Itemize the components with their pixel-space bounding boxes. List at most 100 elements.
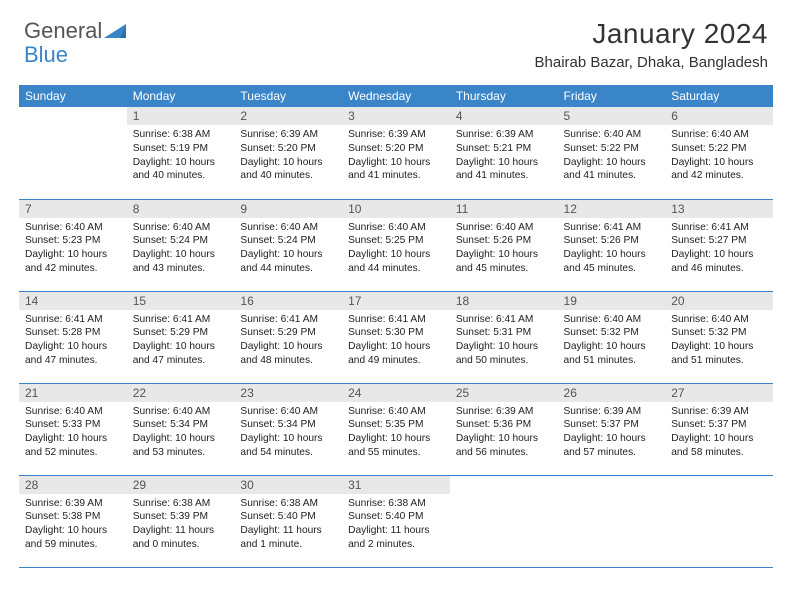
sunset-line: Sunset: 5:20 PM xyxy=(348,142,444,156)
daylight-line: Daylight: 10 hours and 50 minutes. xyxy=(456,340,552,368)
calendar-cell: 23Sunrise: 6:40 AMSunset: 5:34 PMDayligh… xyxy=(234,383,342,475)
daylight-line: Daylight: 10 hours and 59 minutes. xyxy=(25,524,121,552)
day-number: 27 xyxy=(665,384,773,402)
sunrise-line: Sunrise: 6:41 AM xyxy=(671,221,767,235)
day-number: 15 xyxy=(127,292,235,310)
daylight-line: Daylight: 10 hours and 44 minutes. xyxy=(348,248,444,276)
sunset-line: Sunset: 5:36 PM xyxy=(456,418,552,432)
calendar-cell: 21Sunrise: 6:40 AMSunset: 5:33 PMDayligh… xyxy=(19,383,127,475)
weekday-header: Monday xyxy=(127,85,235,107)
sunset-line: Sunset: 5:25 PM xyxy=(348,234,444,248)
sunrise-line: Sunrise: 6:41 AM xyxy=(240,313,336,327)
sunset-line: Sunset: 5:24 PM xyxy=(133,234,229,248)
sunset-line: Sunset: 5:40 PM xyxy=(348,510,444,524)
sunset-line: Sunset: 5:33 PM xyxy=(25,418,121,432)
sunrise-line: Sunrise: 6:41 AM xyxy=(25,313,121,327)
sunset-line: Sunset: 5:29 PM xyxy=(240,326,336,340)
daylight-line: Daylight: 10 hours and 45 minutes. xyxy=(564,248,660,276)
daylight-line: Daylight: 10 hours and 53 minutes. xyxy=(133,432,229,460)
table-row: 14Sunrise: 6:41 AMSunset: 5:28 PMDayligh… xyxy=(19,291,773,383)
sunset-line: Sunset: 5:34 PM xyxy=(133,418,229,432)
weekday-header: Sunday xyxy=(19,85,127,107)
table-row: 1Sunrise: 6:38 AMSunset: 5:19 PMDaylight… xyxy=(19,107,773,199)
daylight-line: Daylight: 10 hours and 42 minutes. xyxy=(25,248,121,276)
daylight-line: Daylight: 10 hours and 51 minutes. xyxy=(564,340,660,368)
calendar-cell: 14Sunrise: 6:41 AMSunset: 5:28 PMDayligh… xyxy=(19,291,127,383)
day-number: 11 xyxy=(450,200,558,218)
day-data: Sunrise: 6:40 AMSunset: 5:32 PMDaylight:… xyxy=(558,310,666,372)
sunrise-line: Sunrise: 6:39 AM xyxy=(240,128,336,142)
day-data: Sunrise: 6:39 AMSunset: 5:37 PMDaylight:… xyxy=(665,402,773,464)
day-data: Sunrise: 6:39 AMSunset: 5:37 PMDaylight:… xyxy=(558,402,666,464)
sunrise-line: Sunrise: 6:40 AM xyxy=(564,313,660,327)
sunrise-line: Sunrise: 6:40 AM xyxy=(133,405,229,419)
day-data: Sunrise: 6:40 AMSunset: 5:26 PMDaylight:… xyxy=(450,218,558,280)
daylight-line: Daylight: 11 hours and 2 minutes. xyxy=(348,524,444,552)
day-number: 29 xyxy=(127,476,235,494)
day-data: Sunrise: 6:40 AMSunset: 5:33 PMDaylight:… xyxy=(19,402,127,464)
daylight-line: Daylight: 10 hours and 46 minutes. xyxy=(671,248,767,276)
daylight-line: Daylight: 10 hours and 41 minutes. xyxy=(456,156,552,184)
day-number: 8 xyxy=(127,200,235,218)
sunset-line: Sunset: 5:30 PM xyxy=(348,326,444,340)
day-data: Sunrise: 6:41 AMSunset: 5:27 PMDaylight:… xyxy=(665,218,773,280)
calendar-cell: 12Sunrise: 6:41 AMSunset: 5:26 PMDayligh… xyxy=(558,199,666,291)
day-data: Sunrise: 6:40 AMSunset: 5:25 PMDaylight:… xyxy=(342,218,450,280)
day-number: 20 xyxy=(665,292,773,310)
sunrise-line: Sunrise: 6:40 AM xyxy=(240,405,336,419)
calendar-cell: 8Sunrise: 6:40 AMSunset: 5:24 PMDaylight… xyxy=(127,199,235,291)
sunrise-line: Sunrise: 6:40 AM xyxy=(671,128,767,142)
day-number: 31 xyxy=(342,476,450,494)
daylight-line: Daylight: 11 hours and 1 minute. xyxy=(240,524,336,552)
sunrise-line: Sunrise: 6:40 AM xyxy=(671,313,767,327)
sunrise-line: Sunrise: 6:41 AM xyxy=(348,313,444,327)
weekday-header: Thursday xyxy=(450,85,558,107)
weekday-header: Saturday xyxy=(665,85,773,107)
daylight-line: Daylight: 10 hours and 47 minutes. xyxy=(25,340,121,368)
calendar-cell: 17Sunrise: 6:41 AMSunset: 5:30 PMDayligh… xyxy=(342,291,450,383)
day-data: Sunrise: 6:40 AMSunset: 5:35 PMDaylight:… xyxy=(342,402,450,464)
daylight-line: Daylight: 10 hours and 51 minutes. xyxy=(671,340,767,368)
sunset-line: Sunset: 5:34 PM xyxy=(240,418,336,432)
weekday-header: Friday xyxy=(558,85,666,107)
day-data: Sunrise: 6:38 AMSunset: 5:40 PMDaylight:… xyxy=(234,494,342,556)
daylight-line: Daylight: 10 hours and 40 minutes. xyxy=(240,156,336,184)
calendar-cell: 15Sunrise: 6:41 AMSunset: 5:29 PMDayligh… xyxy=(127,291,235,383)
daylight-line: Daylight: 10 hours and 56 minutes. xyxy=(456,432,552,460)
calendar-cell: 28Sunrise: 6:39 AMSunset: 5:38 PMDayligh… xyxy=(19,475,127,567)
day-data: Sunrise: 6:38 AMSunset: 5:39 PMDaylight:… xyxy=(127,494,235,556)
day-number: 13 xyxy=(665,200,773,218)
sunrise-line: Sunrise: 6:39 AM xyxy=(348,128,444,142)
calendar-cell: 13Sunrise: 6:41 AMSunset: 5:27 PMDayligh… xyxy=(665,199,773,291)
day-number: 9 xyxy=(234,200,342,218)
sunset-line: Sunset: 5:37 PM xyxy=(564,418,660,432)
sunrise-line: Sunrise: 6:39 AM xyxy=(671,405,767,419)
day-number: 5 xyxy=(558,107,666,125)
day-number: 7 xyxy=(19,200,127,218)
calendar-cell: 9Sunrise: 6:40 AMSunset: 5:24 PMDaylight… xyxy=(234,199,342,291)
day-data: Sunrise: 6:41 AMSunset: 5:29 PMDaylight:… xyxy=(234,310,342,372)
day-data: Sunrise: 6:40 AMSunset: 5:24 PMDaylight:… xyxy=(234,218,342,280)
sunrise-line: Sunrise: 6:40 AM xyxy=(133,221,229,235)
day-number: 26 xyxy=(558,384,666,402)
calendar-cell: 5Sunrise: 6:40 AMSunset: 5:22 PMDaylight… xyxy=(558,107,666,199)
day-data: Sunrise: 6:40 AMSunset: 5:22 PMDaylight:… xyxy=(558,125,666,187)
sunrise-line: Sunrise: 6:39 AM xyxy=(25,497,121,511)
calendar-cell: 19Sunrise: 6:40 AMSunset: 5:32 PMDayligh… xyxy=(558,291,666,383)
logo: General xyxy=(24,18,126,44)
sunset-line: Sunset: 5:38 PM xyxy=(25,510,121,524)
day-number: 4 xyxy=(450,107,558,125)
table-row: 28Sunrise: 6:39 AMSunset: 5:38 PMDayligh… xyxy=(19,475,773,567)
sunrise-line: Sunrise: 6:41 AM xyxy=(564,221,660,235)
calendar-cell xyxy=(19,107,127,199)
calendar-cell: 20Sunrise: 6:40 AMSunset: 5:32 PMDayligh… xyxy=(665,291,773,383)
sunset-line: Sunset: 5:22 PM xyxy=(564,142,660,156)
day-number: 12 xyxy=(558,200,666,218)
daylight-line: Daylight: 11 hours and 0 minutes. xyxy=(133,524,229,552)
day-number: 6 xyxy=(665,107,773,125)
daylight-line: Daylight: 10 hours and 54 minutes. xyxy=(240,432,336,460)
day-data: Sunrise: 6:38 AMSunset: 5:40 PMDaylight:… xyxy=(342,494,450,556)
day-number: 16 xyxy=(234,292,342,310)
sunset-line: Sunset: 5:27 PM xyxy=(671,234,767,248)
sunrise-line: Sunrise: 6:38 AM xyxy=(133,128,229,142)
